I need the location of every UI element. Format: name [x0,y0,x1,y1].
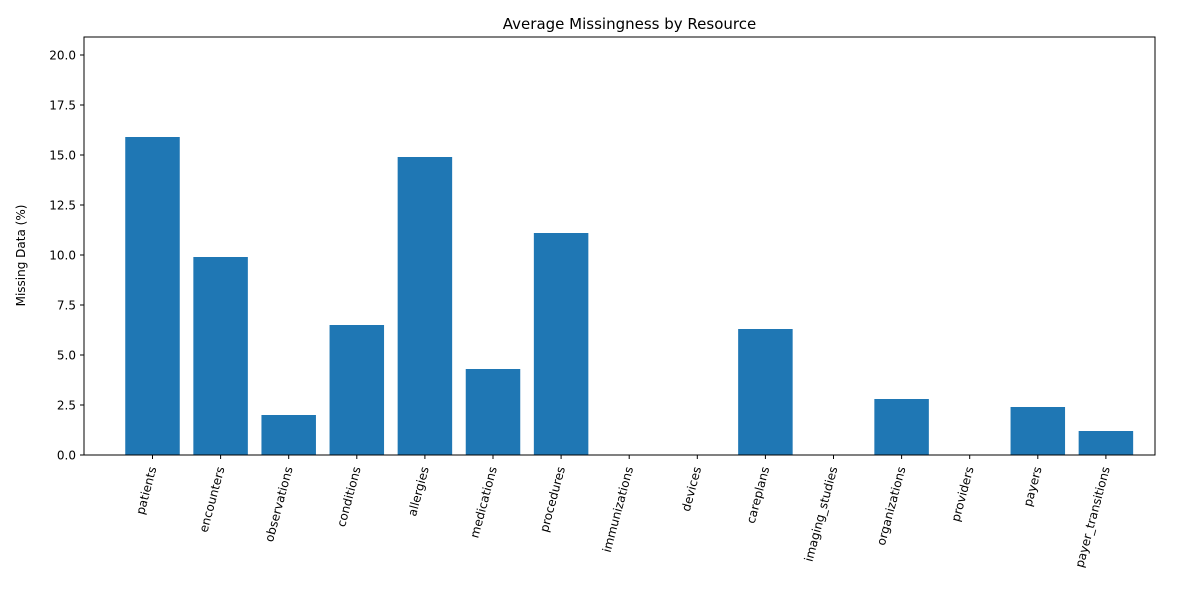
x-tick-label: conditions [334,465,364,528]
bar-organizations [874,399,929,455]
x-tick-label: payers [1021,465,1045,508]
bar-procedures [533,233,589,455]
y-tick-label: 7.5 [57,299,76,313]
x-tick-label: immunizations [600,465,636,554]
bar-careplans [738,329,793,455]
x-tick-label: payer_transitions [1072,465,1112,569]
x-axis: patients encounters observations conditions… [133,455,1113,569]
y-axis-label: Missing Data (%) [14,205,28,307]
x-tick-label: imaging_studies [802,465,841,563]
y-tick-label: 0.0 [57,449,76,463]
y-tick-label: 20.0 [49,49,76,63]
bar-payers [1010,407,1066,455]
y-axis: 0.0 2.5 5.0 7.5 10.0 12.5 15.0 17.5 20.0 [49,49,84,463]
bar-conditions [329,325,385,455]
bar-patients [125,137,180,455]
y-tick-label: 12.5 [49,199,76,213]
y-tick-label: 10.0 [49,249,76,263]
y-tick-label: 17.5 [49,99,76,113]
bar-observations [261,415,316,455]
bar-medications [465,369,521,455]
x-tick-label: careplans [744,465,773,525]
y-tick-label: 5.0 [57,349,76,363]
x-tick-label: encounters [197,465,228,534]
bar-payer-transitions [1078,431,1134,455]
x-tick-label: procedures [537,465,568,533]
chart-title: Average Missingness by Resource [503,15,756,33]
bar-allergies [397,157,453,455]
x-tick-label: organizations [874,465,908,547]
x-tick-label: providers [949,465,977,523]
bars-group [125,137,1134,455]
x-tick-label: observations [262,465,296,543]
y-tick-label: 15.0 [49,149,76,163]
plot-frame [83,36,1156,456]
x-tick-label: patients [133,465,159,516]
bar-encounters [193,257,248,455]
x-tick-label: medications [467,465,499,539]
x-tick-label: devices [679,465,704,513]
y-tick-label: 2.5 [57,399,76,413]
x-tick-label: allergies [405,465,432,518]
